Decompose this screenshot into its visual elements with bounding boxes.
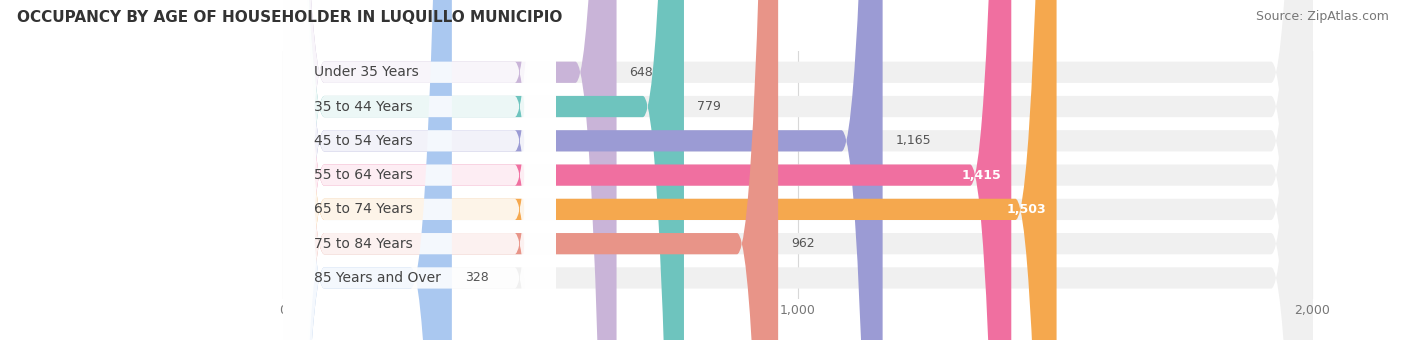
FancyBboxPatch shape — [283, 0, 555, 340]
FancyBboxPatch shape — [283, 0, 1312, 340]
FancyBboxPatch shape — [283, 0, 1011, 340]
Text: 75 to 84 Years: 75 to 84 Years — [314, 237, 413, 251]
FancyBboxPatch shape — [283, 0, 778, 340]
Text: Under 35 Years: Under 35 Years — [314, 65, 419, 79]
FancyBboxPatch shape — [283, 0, 555, 340]
Text: 1,415: 1,415 — [962, 169, 1001, 182]
Text: 1,503: 1,503 — [1007, 203, 1046, 216]
Text: 962: 962 — [792, 237, 814, 250]
FancyBboxPatch shape — [283, 0, 555, 340]
Text: OCCUPANCY BY AGE OF HOUSEHOLDER IN LUQUILLO MUNICIPIO: OCCUPANCY BY AGE OF HOUSEHOLDER IN LUQUI… — [17, 10, 562, 25]
FancyBboxPatch shape — [283, 0, 1312, 340]
Text: 65 to 74 Years: 65 to 74 Years — [314, 202, 413, 216]
FancyBboxPatch shape — [283, 0, 1312, 340]
FancyBboxPatch shape — [283, 0, 1056, 340]
FancyBboxPatch shape — [283, 0, 617, 340]
FancyBboxPatch shape — [283, 0, 1312, 340]
FancyBboxPatch shape — [283, 0, 555, 340]
Text: 85 Years and Over: 85 Years and Over — [314, 271, 441, 285]
Text: 55 to 64 Years: 55 to 64 Years — [314, 168, 413, 182]
FancyBboxPatch shape — [283, 0, 451, 340]
FancyBboxPatch shape — [283, 0, 1312, 340]
Text: 1,165: 1,165 — [896, 134, 931, 147]
FancyBboxPatch shape — [283, 0, 683, 340]
FancyBboxPatch shape — [283, 0, 555, 340]
Text: 45 to 54 Years: 45 to 54 Years — [314, 134, 412, 148]
FancyBboxPatch shape — [283, 0, 555, 340]
Text: Source: ZipAtlas.com: Source: ZipAtlas.com — [1256, 10, 1389, 23]
Text: 328: 328 — [465, 271, 488, 285]
FancyBboxPatch shape — [283, 0, 1312, 340]
FancyBboxPatch shape — [283, 0, 1312, 340]
FancyBboxPatch shape — [283, 0, 883, 340]
Text: 779: 779 — [697, 100, 721, 113]
Text: 648: 648 — [630, 66, 654, 79]
FancyBboxPatch shape — [283, 0, 555, 340]
Text: 35 to 44 Years: 35 to 44 Years — [314, 100, 412, 114]
